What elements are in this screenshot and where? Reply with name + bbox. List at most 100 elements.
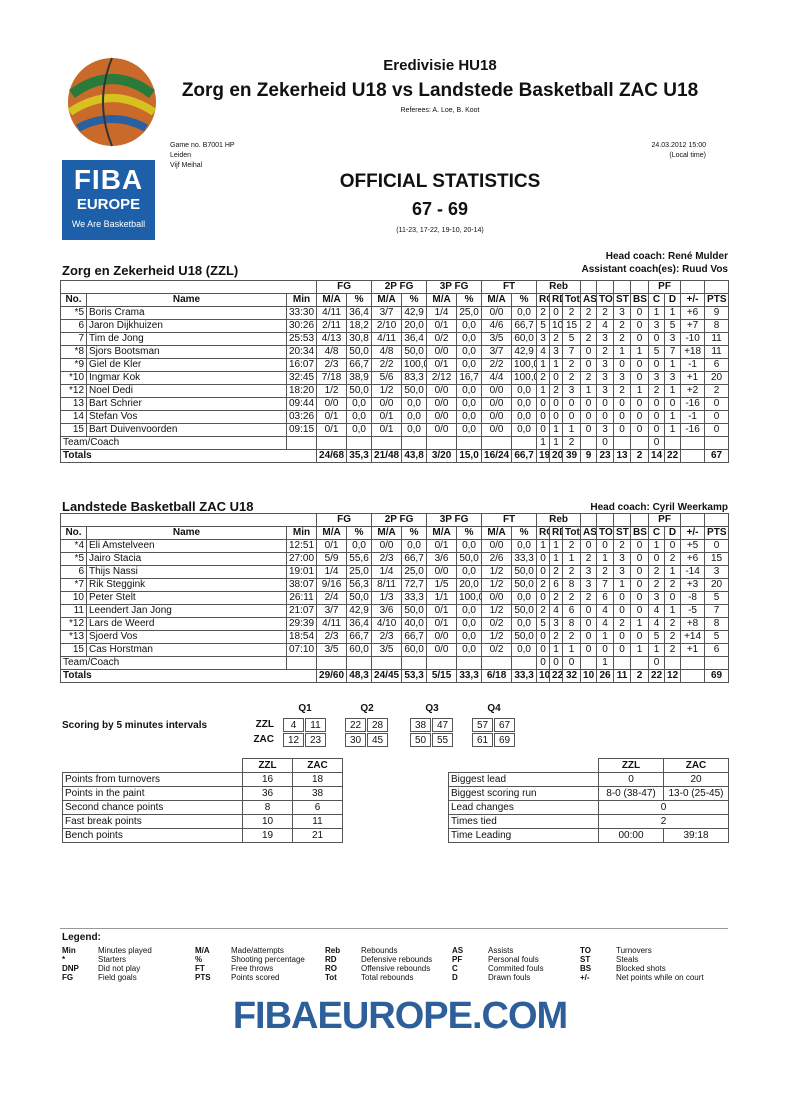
column-header: RD	[549, 526, 564, 540]
sub-header-row: No.NameMinM/A%M/A%M/A%M/A%RORDTotASTOSTB…	[60, 526, 730, 540]
stat-cell: 8-0 (38-47)	[598, 786, 664, 801]
player-name: Eli Amstelveen	[86, 539, 287, 553]
stat-cell: 15	[704, 552, 730, 566]
interval-score: 23	[305, 733, 326, 747]
game-title: Zorg en Zekerheid U18 vs Landstede Baske…	[181, 80, 699, 101]
empty-cell	[704, 436, 730, 450]
summary-row: Times tied 2	[448, 814, 729, 829]
stat-cell: 2/10	[371, 319, 403, 333]
stat-cell: 2/2	[371, 358, 403, 372]
empty-cell	[285, 436, 318, 450]
player-row: 14 Stefan Vos 03:26 0/1 0,0 0/1 0,0 0/0 0,0 0/0 0,…	[60, 410, 730, 424]
legend-title: Legend:	[62, 932, 101, 943]
stat-cell: 15	[60, 423, 87, 437]
legend-abbr: FG	[62, 973, 74, 982]
stat-cell: 0	[536, 423, 551, 437]
stat-cell: 3	[596, 371, 615, 385]
stat-cell: 2	[613, 332, 632, 346]
stat-cell: 4	[596, 604, 615, 618]
column-header: ST	[613, 526, 632, 540]
stat-cell: 0,0	[346, 423, 373, 437]
stat-cell: 5/6	[371, 371, 403, 385]
stat-cell: 7/18	[316, 371, 348, 385]
stat-cell: 0	[630, 423, 650, 437]
stat-cell: 4/8	[316, 345, 348, 359]
stat-cell: 0	[580, 604, 598, 618]
stat-cell: 0/0	[316, 397, 348, 411]
stat-cell: 0	[596, 539, 615, 553]
stat-cell: +1	[680, 371, 706, 385]
stat-cell: 0	[536, 410, 551, 424]
legend-abbr: Reb	[325, 946, 341, 955]
datetime: 24.03.2012 15:00	[651, 142, 707, 149]
stat-cell: 1	[580, 384, 598, 398]
stat-cell: 1/2	[371, 384, 403, 398]
column-header: No.	[60, 293, 87, 307]
empty-cell	[426, 656, 458, 670]
stat-cell: +8	[680, 617, 706, 631]
stat-cell: 0/0	[371, 397, 403, 411]
stat-cell: 15	[60, 643, 87, 657]
player-name: Ingmar Kok	[86, 371, 287, 385]
stat-cell: 0	[664, 397, 682, 411]
stat-cell: 2	[648, 578, 666, 592]
player-name: Lars de Weerd	[86, 617, 287, 631]
stat-cell: 0,0	[456, 423, 483, 437]
stat-cell: 13	[613, 449, 632, 463]
stat-cell: 0	[536, 643, 551, 657]
stat-cell: 0	[630, 397, 650, 411]
stat-cell: 36,4	[401, 332, 428, 346]
stat-cell: 2	[648, 384, 666, 398]
empty-cell	[630, 656, 650, 670]
stat-cell: 42,9	[401, 306, 428, 320]
stat-cell: 5	[704, 591, 730, 605]
stat-cell: 2/4	[316, 591, 348, 605]
stat-cell: 13-0 (25-45)	[663, 786, 729, 801]
venue: Vijf Meihal	[170, 162, 203, 169]
stat-cell: 15,0	[456, 449, 483, 463]
empty-cell	[580, 280, 598, 294]
stat-cell: 3	[613, 552, 632, 566]
stat-cell: 0,0	[456, 384, 483, 398]
stat-cell: 0	[580, 617, 598, 631]
stat-cell: 5	[704, 630, 730, 644]
stat-cell: 3	[536, 332, 551, 346]
stat-cell: 2	[598, 814, 729, 829]
player-name: Jaron Dijkhuizen	[86, 319, 287, 333]
stat-cell: 1	[630, 345, 650, 359]
stat-cell: *4	[60, 539, 87, 553]
row-label: Second chance points	[62, 800, 243, 815]
interval-score: 30	[345, 733, 366, 747]
heading: OFFICIAL STATISTICS	[339, 171, 541, 192]
empty-cell	[426, 436, 458, 450]
stat-cell: 66,7	[401, 630, 428, 644]
stat-cell: 39:18	[663, 828, 729, 843]
stat-cell: 9	[704, 306, 730, 320]
stat-cell: +3	[680, 578, 706, 592]
stat-cell: 5	[648, 630, 666, 644]
legend-desc: Rebounds	[361, 946, 398, 955]
stat-cell: 1	[562, 552, 582, 566]
stat-cell: 0	[630, 319, 650, 333]
stat-cell: 2	[562, 565, 582, 579]
stat-cell: 3	[648, 591, 666, 605]
legend-rule	[60, 928, 728, 929]
stat-cell: -5	[680, 604, 706, 618]
stat-cell: 60,0	[346, 643, 373, 657]
column-header: TO	[596, 293, 615, 307]
legend-desc: Field goals	[98, 973, 137, 982]
stat-cell: 19	[536, 449, 551, 463]
stat-cell: 2	[613, 539, 632, 553]
stat-cell: 0	[613, 423, 632, 437]
column-header: M/A	[316, 293, 348, 307]
team-coach-row: Team/Coach 0 0 0 1 0	[60, 656, 730, 670]
column-header: Tot	[562, 526, 582, 540]
stat-cell: 0,0	[456, 604, 483, 618]
stat-cell: 0	[704, 410, 730, 424]
stat-cell: 0/0	[426, 384, 458, 398]
stat-cell: 0,0	[456, 539, 483, 553]
team-name: Zorg en Zekerheid U18 (ZZL)	[62, 263, 239, 278]
stat-cell: 0/2	[481, 643, 513, 657]
legend-desc: Steals	[616, 955, 639, 964]
stat-cell: 0	[648, 552, 666, 566]
